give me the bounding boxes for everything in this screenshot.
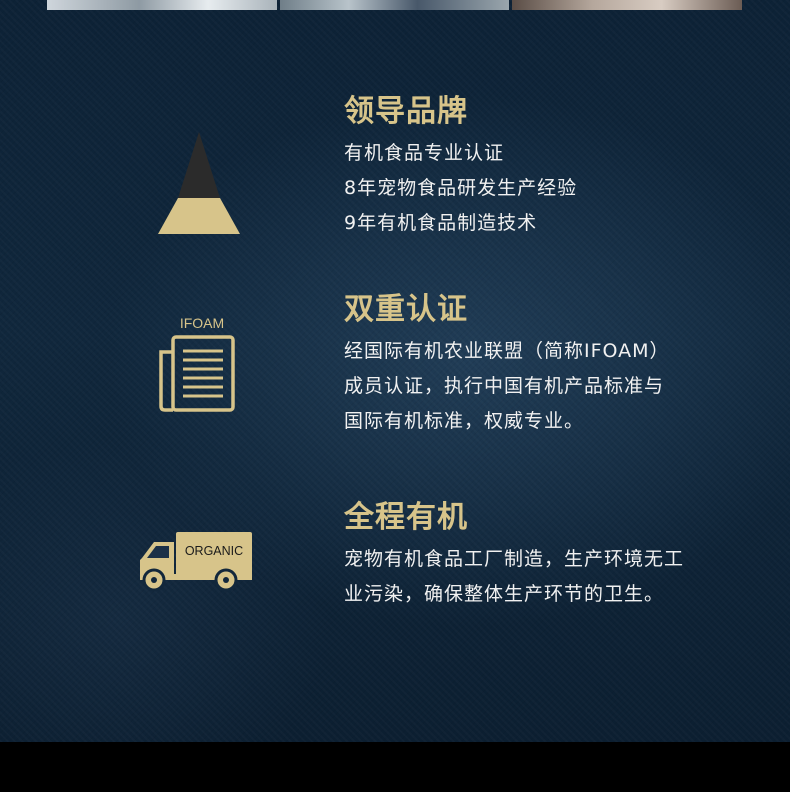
feature-text: 全程有机 宠物有机食品工厂制造，生产环境无工 业污染，确保整体生产环节的卫生。 — [344, 500, 684, 612]
truck-icon-label: ORGANIC — [185, 544, 243, 558]
feature-title: 全程有机 — [344, 500, 468, 535]
feature-line: 宠物有机食品工厂制造，生产环境无工 — [344, 548, 685, 570]
feature-text: 双重认证 经国际有机农业联盟（简称IFOAM） 成员认证，执行中国有机产品标准与… — [344, 292, 670, 439]
feature-line: 9年有机食品制造技术 — [344, 212, 538, 234]
document-icon-label: IFOAM — [180, 315, 224, 331]
pyramid-icon — [158, 132, 240, 234]
truck-icon: ORGANIC — [140, 532, 252, 592]
feature-title: 双重认证 — [344, 292, 468, 327]
photo-thumbnail — [279, 0, 510, 10]
bottom-band — [0, 742, 790, 792]
document-icon: IFOAM — [159, 315, 235, 412]
photo-strip — [47, 0, 743, 10]
feature-line: 有机食品专业认证 — [344, 142, 505, 164]
feature-line: 成员认证，执行中国有机产品标准与 — [344, 375, 665, 397]
feature-title: 领导品牌 — [344, 94, 468, 129]
feature-line: 8年宠物食品研发生产经验 — [344, 177, 578, 199]
feature-line: 业污染，确保整体生产环节的卫生。 — [344, 583, 665, 605]
photo-thumbnail — [512, 0, 743, 10]
feature-text: 领导品牌 有机食品专业认证 8年宠物食品研发生产经验 9年有机食品制造技术 — [344, 94, 577, 241]
feature-line: 经国际有机农业联盟（简称IFOAM） — [344, 340, 670, 362]
feature-panel: 领导品牌 有机食品专业认证 8年宠物食品研发生产经验 9年有机食品制造技术 IF… — [0, 0, 790, 742]
background-texture — [0, 0, 790, 742]
photo-thumbnail — [47, 0, 277, 10]
feature-line: 国际有机标准，权威专业。 — [344, 410, 585, 432]
